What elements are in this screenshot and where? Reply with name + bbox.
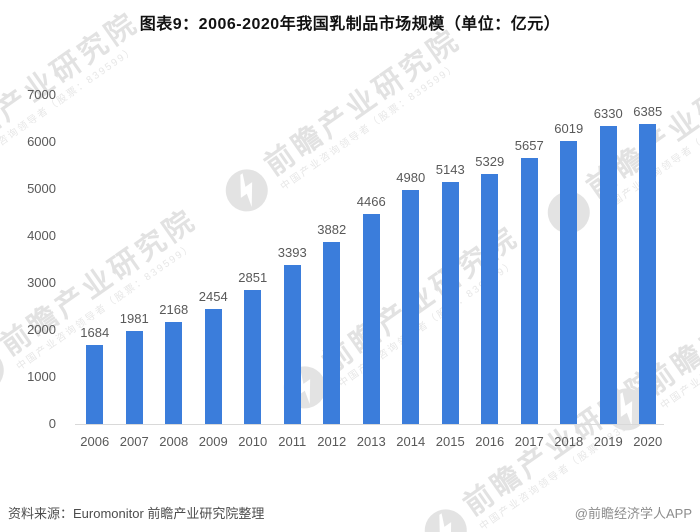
bar-value-label: 4466	[356, 194, 386, 209]
bar	[86, 345, 104, 424]
y-axis-tick-label: 4000	[27, 228, 56, 243]
bar-value-label: 3882	[317, 222, 347, 237]
bar-value-label: 5657	[514, 138, 544, 153]
bar	[599, 126, 617, 424]
bar	[204, 309, 222, 424]
x-axis-tick-label: 2007	[119, 434, 149, 449]
bar-value-label: 2454	[198, 289, 228, 304]
x-axis-tick-label: 2009	[198, 434, 228, 449]
bar-value-label: 4980	[396, 170, 426, 185]
y-axis-tick-label: 7000	[27, 87, 56, 102]
x-axis-tick-label: 2018	[554, 434, 584, 449]
bar-value-label: 2851	[238, 270, 268, 285]
y-axis-tick-label: 5000	[27, 181, 56, 196]
x-axis-tick-label: 2006	[80, 434, 110, 449]
y-axis-tick-label: 3000	[27, 275, 56, 290]
y-axis-tick-label: 6000	[27, 134, 56, 149]
x-axis-tick-label: 2020	[633, 434, 663, 449]
bar-value-label: 1684	[80, 325, 110, 340]
bar	[481, 174, 499, 424]
bar	[165, 322, 183, 424]
y-axis-tick-label: 1000	[27, 369, 56, 384]
bar	[402, 190, 420, 424]
bar	[441, 182, 459, 424]
x-axis-tick-label: 2011	[278, 434, 307, 449]
bar	[283, 265, 301, 424]
bar	[125, 331, 143, 424]
x-axis-tick-label: 2019	[593, 434, 623, 449]
x-axis-tick-label: 2010	[238, 434, 268, 449]
x-axis-tick-label: 2008	[159, 434, 189, 449]
x-axis-tick-label: 2016	[475, 434, 505, 449]
bar-value-label: 5143	[435, 162, 465, 177]
x-axis-tick-label: 2013	[356, 434, 386, 449]
bar	[323, 242, 341, 424]
y-axis-tick-label: 0	[48, 416, 56, 431]
bar	[639, 124, 657, 424]
x-axis-tick-label: 2015	[435, 434, 465, 449]
bar-value-label: 6019	[554, 121, 584, 136]
x-axis-tick-label: 2017	[514, 434, 544, 449]
bar-value-label: 5329	[475, 154, 505, 169]
bar-value-label: 6330	[593, 106, 623, 121]
source-note: 资料来源：Euromonitor 前瞻产业研究院整理	[8, 506, 265, 521]
x-axis-line	[75, 424, 664, 425]
bar	[362, 214, 380, 424]
bar-value-label: 6385	[633, 104, 663, 119]
credit-note: @前瞻经济学人APP	[574, 506, 692, 521]
bar-value-label: 2168	[159, 302, 189, 317]
y-axis-tick-label: 2000	[27, 322, 56, 337]
x-axis-tick-label: 2012	[317, 434, 347, 449]
bar	[244, 290, 262, 424]
chart-title: 图表9：2006-2020年我国乳制品市场规模（单位：亿元）	[139, 16, 561, 33]
bar-value-label: 3393	[277, 245, 307, 260]
bar-value-label: 1981	[119, 311, 149, 326]
bar	[520, 158, 538, 424]
bar	[560, 141, 578, 424]
x-axis-tick-label: 2014	[396, 434, 426, 449]
